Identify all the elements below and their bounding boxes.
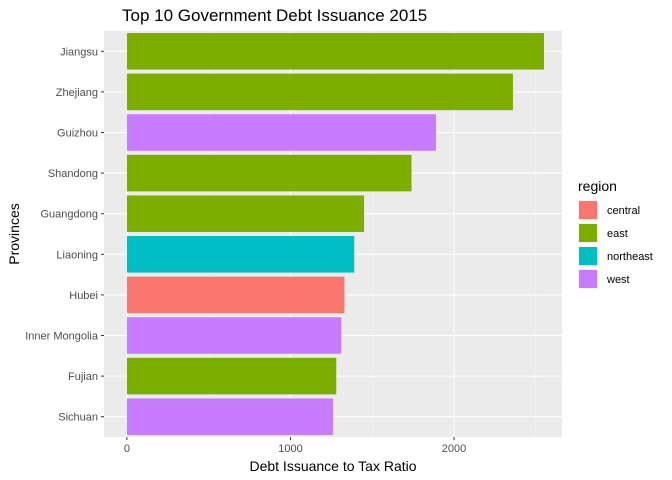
bar-liaoning bbox=[126, 236, 355, 273]
bar-sichuan bbox=[126, 398, 334, 435]
legend-label-central: central bbox=[607, 205, 640, 217]
x-axis-title: Debt Issuance to Tax Ratio bbox=[249, 458, 416, 474]
legend-swatch-central bbox=[579, 201, 597, 219]
y-tick-label: Guizhou bbox=[57, 128, 98, 140]
y-tick-label: Fujian bbox=[68, 371, 98, 383]
bars bbox=[126, 33, 545, 435]
bar-jiangsu bbox=[126, 33, 545, 70]
bar-inner-mongolia bbox=[126, 317, 342, 354]
legend-label-east: east bbox=[607, 228, 628, 240]
legend-label-west: west bbox=[606, 274, 630, 286]
x-tick-label: 1000 bbox=[278, 443, 302, 455]
y-tick-label: Zhejiang bbox=[56, 87, 98, 99]
legend-swatch-northeast bbox=[579, 247, 597, 265]
x-tick-label: 2000 bbox=[442, 443, 466, 455]
y-tick-label: Inner Mongolia bbox=[25, 331, 99, 343]
y-tick-label: Sichuan bbox=[58, 412, 98, 424]
x-tick-label: 0 bbox=[124, 443, 130, 455]
bar-guizhou bbox=[126, 114, 437, 151]
y-tick-label: Hubei bbox=[69, 290, 98, 302]
legend: region central east northeast west bbox=[578, 178, 653, 289]
chart-title: Top 10 Government Debt Issuance 2015 bbox=[122, 6, 427, 25]
legend-title: region bbox=[578, 178, 617, 194]
y-axis: Jiangsu Zhejiang Guizhou Shandong Guangdong L… bbox=[25, 46, 104, 424]
bar-hubei bbox=[126, 276, 345, 314]
bar-zhejiang bbox=[126, 73, 513, 111]
legend-label-northeast: northeast bbox=[607, 251, 653, 263]
y-tick-label: Guangdong bbox=[41, 209, 99, 221]
bar-fujian bbox=[126, 357, 337, 395]
bar-guangdong bbox=[126, 195, 365, 232]
y-axis-title: Provinces bbox=[6, 203, 22, 264]
y-tick-label: Shandong bbox=[48, 168, 98, 180]
legend-swatch-east bbox=[579, 224, 597, 242]
bar-shandong bbox=[126, 154, 412, 192]
legend-swatch-west bbox=[579, 270, 597, 288]
x-axis: 0 1000 2000 bbox=[124, 437, 466, 455]
y-tick-label: Jiangsu bbox=[60, 46, 98, 58]
y-tick-label: Liaoning bbox=[56, 249, 98, 261]
